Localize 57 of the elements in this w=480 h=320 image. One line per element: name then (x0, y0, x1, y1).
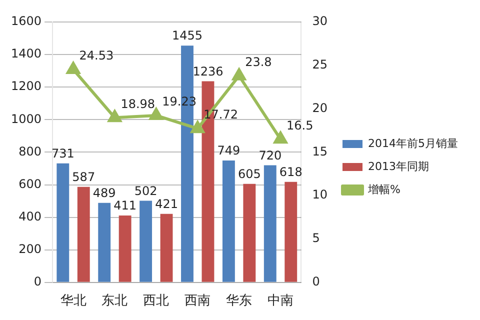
data-label: 605 (238, 167, 261, 182)
y2-tick-label: 15 (312, 144, 328, 158)
x-tick-label: 华东 (226, 294, 252, 309)
y2-tick-label: 0 (312, 274, 320, 289)
legend-label: 增幅% (367, 182, 400, 196)
y2-tick-label: 30 (312, 14, 328, 28)
y-tick-label: 1200 (10, 79, 42, 94)
point (108, 110, 122, 122)
bar (284, 182, 298, 282)
data-label: 24.53 (79, 48, 114, 63)
data-label: 411 (114, 198, 137, 213)
bar (243, 184, 256, 282)
bar (140, 200, 152, 282)
y-tick-label: 0 (34, 274, 42, 289)
y-tick-label: 600 (18, 176, 42, 191)
y-tick-label: 800 (18, 144, 42, 158)
data-label: 618 (279, 164, 302, 179)
data-label: 23.8 (245, 54, 272, 69)
data-label: 421 (155, 197, 178, 212)
data-label: 489 (92, 186, 116, 200)
bar (77, 186, 90, 282)
y-tick-label: 1000 (10, 112, 42, 126)
x-tick-label: 西南 (184, 294, 211, 309)
data-label: 1236 (192, 64, 224, 78)
x-tick-label: 东北 (102, 294, 128, 309)
y2-tick-label: 5 (312, 231, 320, 246)
point (149, 108, 163, 120)
bar (160, 214, 173, 282)
data-label: 502 (134, 184, 158, 198)
point (232, 68, 246, 80)
point (66, 62, 80, 74)
y2-tick-label: 25 (312, 58, 328, 72)
bar (222, 160, 235, 282)
legend-label: 2013年同期 (368, 160, 430, 173)
y-tick-label: 1400 (10, 46, 42, 61)
bar (98, 202, 111, 282)
data-label: 749 (217, 144, 240, 158)
bar (56, 163, 70, 282)
x-tick-label: 华北 (60, 294, 86, 309)
legend-label: 2014年前5月销量 (368, 136, 458, 150)
y2-tick-label: 20 (312, 100, 328, 115)
data-label: 587 (72, 170, 96, 184)
y-tick-label: 1600 (10, 14, 42, 28)
data-label: 18.98 (120, 96, 156, 111)
data-label: 16.5 (286, 118, 314, 132)
data-label: 720 (258, 148, 282, 162)
bar (118, 216, 132, 282)
bar (264, 165, 276, 282)
data-label: 731 (51, 146, 74, 161)
data-label: 1455 (172, 28, 203, 43)
x-tick-label: 西北 (143, 294, 170, 309)
y-tick-label: 400 (18, 209, 42, 224)
point (190, 121, 204, 134)
point (274, 132, 288, 144)
y2-tick-label: 10 (312, 188, 328, 202)
x-tick-label: 中南 (268, 294, 294, 309)
y-tick-label: 200 (18, 242, 42, 256)
